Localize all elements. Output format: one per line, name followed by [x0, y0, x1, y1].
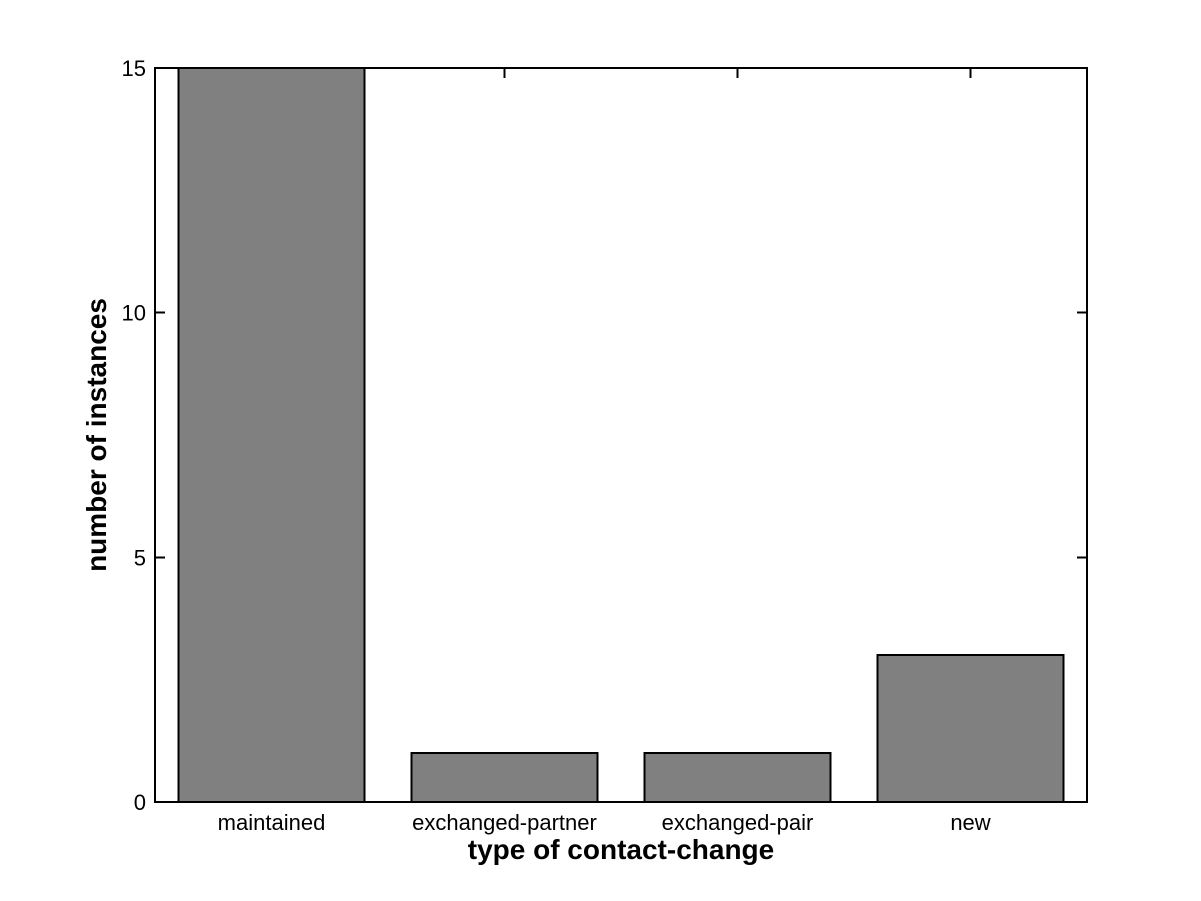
axes-box: [154, 67, 1088, 803]
x-category-label: new: [950, 810, 990, 835]
x-category-label: maintained: [218, 810, 326, 835]
y-tick-label: 5: [134, 545, 146, 570]
x-axis-title: type of contact-change: [467, 834, 775, 865]
bar-maintained: [177, 67, 366, 803]
bar-new: [876, 654, 1065, 804]
y-tick-label: 0: [134, 790, 146, 815]
y-axis-title: number of instances: [81, 298, 112, 572]
x-category-label: exchanged-partner: [412, 810, 597, 835]
bar-exchanged-partner: [410, 752, 599, 803]
y-tick-label: 15: [122, 56, 146, 81]
x-category-label: exchanged-pair: [662, 810, 814, 835]
bar-exchanged-pair: [643, 752, 832, 803]
y-tick-label: 10: [122, 301, 146, 326]
